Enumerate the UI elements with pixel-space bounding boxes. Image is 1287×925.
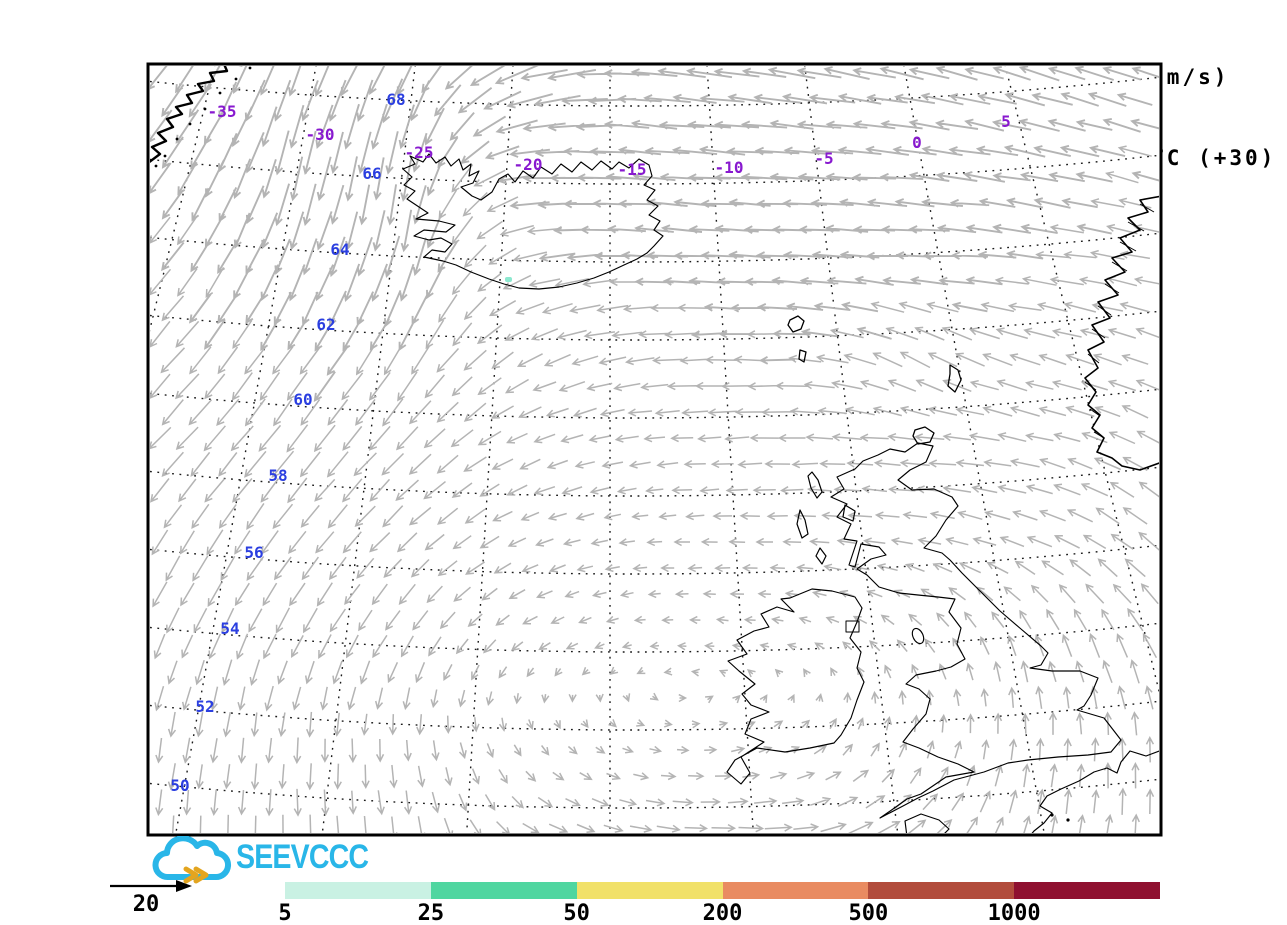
coastline-great-britain	[830, 442, 1122, 819]
coastline-france	[1031, 750, 1159, 833]
colorbar-segment	[576, 882, 723, 899]
seevccc-logo: SEEVCCC	[146, 835, 406, 886]
latitude-label: 58	[268, 466, 287, 485]
latitude-label: 50	[170, 776, 189, 795]
longitude-label: -30	[306, 125, 335, 144]
colorbar-tick-label: 200	[702, 901, 743, 925]
channel-islands	[1050, 813, 1070, 822]
colorbar-segment	[430, 882, 578, 899]
latitude-label: 54	[220, 619, 239, 638]
coastlines	[150, 66, 1159, 833]
isle-of-man	[911, 627, 925, 645]
graticule-grid	[150, 66, 1159, 833]
norway-fjords	[1084, 203, 1155, 439]
coastline-ireland	[726, 588, 865, 785]
graticule-labels: -35 -30 -25 -20 -15 -10 -5 0 5 68 66 64 62 60 58 56 54 52…	[170, 90, 1010, 795]
wind-arrows	[150, 66, 1159, 833]
wind-scale-value: 20	[132, 892, 160, 917]
longitude-label: -25	[405, 143, 434, 162]
longitude-label: -10	[715, 158, 744, 177]
longitude-label: 0	[912, 133, 922, 152]
logo-text: SEEVCCC	[236, 838, 369, 876]
wind-scale-arrow	[110, 880, 192, 892]
lough-neagh	[845, 620, 860, 633]
wind-arrow-set	[150, 145, 1159, 833]
colorbar-tick-label: 5	[278, 901, 292, 925]
graticule-lines	[150, 66, 1159, 833]
colorbar-segment	[868, 882, 1015, 899]
colorbar-tick-label: 500	[848, 901, 889, 925]
coastline-iceland	[402, 153, 664, 290]
colorbar-segment	[722, 882, 869, 899]
latitude-label: 68	[386, 90, 405, 109]
longitude-label: -35	[208, 102, 237, 121]
latitude-label: 52	[195, 697, 214, 716]
wind-arrow-set	[150, 66, 1159, 402]
colorbar-tick-label: 1000	[987, 901, 1041, 925]
longitude-label: 5	[1001, 112, 1011, 131]
coastline-orkney	[912, 426, 935, 445]
longitude-label: -15	[618, 160, 647, 179]
latitude-label: 62	[316, 315, 335, 334]
latitude-label: 56	[244, 543, 263, 562]
longitude-label: -5	[814, 149, 833, 168]
longitude-label: -20	[514, 155, 543, 174]
coastline-hebrides	[796, 471, 856, 565]
latitude-label: 66	[362, 164, 381, 183]
colorbar-tick-label: 25	[417, 901, 445, 925]
latitude-label: 64	[330, 240, 349, 259]
map-border	[146, 62, 1163, 837]
coastline-greenland	[150, 66, 243, 163]
dust-spot-iceland	[505, 277, 512, 282]
latitude-label: 60	[293, 390, 312, 409]
coastline-faroe-islands	[787, 315, 807, 363]
colorbar-segment	[1014, 882, 1161, 899]
coastline-brittany	[904, 813, 950, 833]
cloud-icon	[152, 835, 231, 884]
coastline-shetland	[947, 364, 962, 393]
greenland-islets	[154, 66, 252, 168]
colorbar-segment	[285, 882, 432, 899]
colorbar-tick-label: 50	[563, 901, 590, 925]
